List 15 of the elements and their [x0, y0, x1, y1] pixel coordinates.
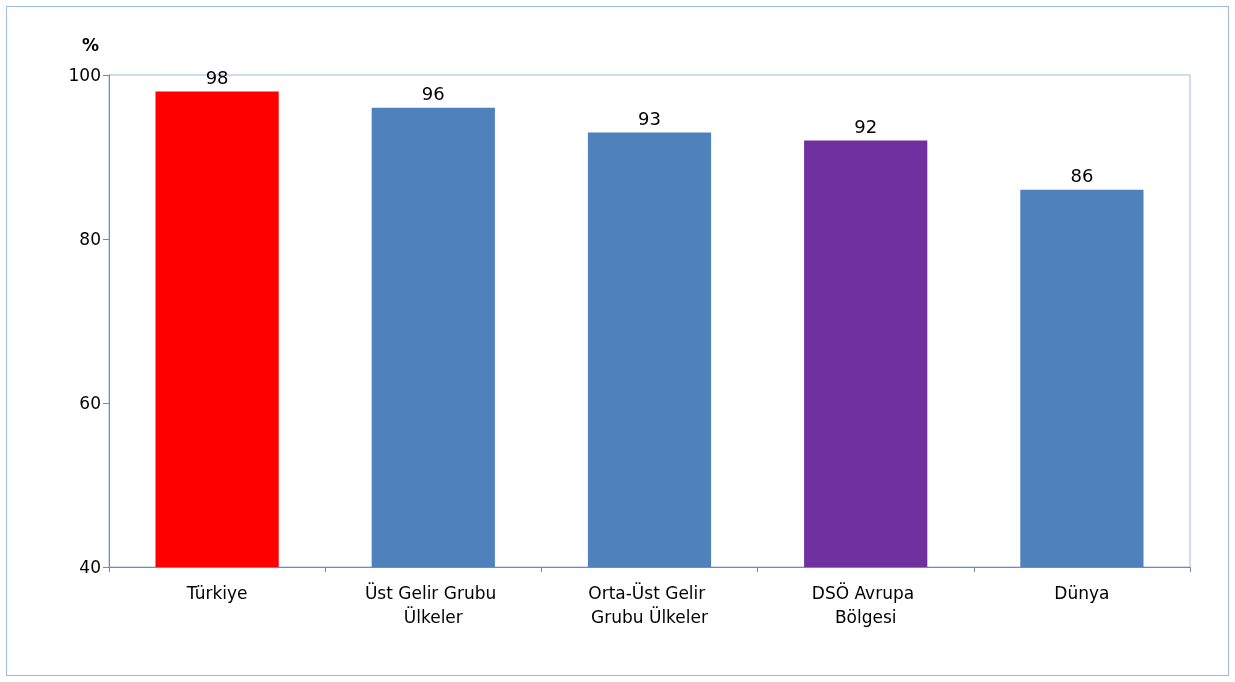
x-tick-label: Türkiye — [185, 583, 248, 603]
y-tick-label: 40 — [79, 557, 101, 577]
data-label: 96 — [421, 83, 445, 105]
y-tick-label: 60 — [79, 393, 101, 413]
data-label: 93 — [638, 107, 661, 129]
x-tick-label: Dünya — [1054, 583, 1110, 603]
x-tick-label: Orta-Üst Gelir Grubu Ülkeler — [588, 582, 711, 627]
y-tick-label: 80 — [79, 229, 101, 249]
x-tick-label: Üst Gelir Grubu Ülkeler — [364, 582, 502, 627]
data-label: 86 — [1070, 165, 1094, 187]
y-tick-label: 100 — [68, 65, 101, 85]
x-tick-label: DSÖ Avrupa Bölgesi — [811, 582, 920, 627]
data-label: 98 — [205, 66, 229, 88]
y-axis-title: % — [81, 34, 99, 55]
data-label: 92 — [854, 116, 878, 138]
